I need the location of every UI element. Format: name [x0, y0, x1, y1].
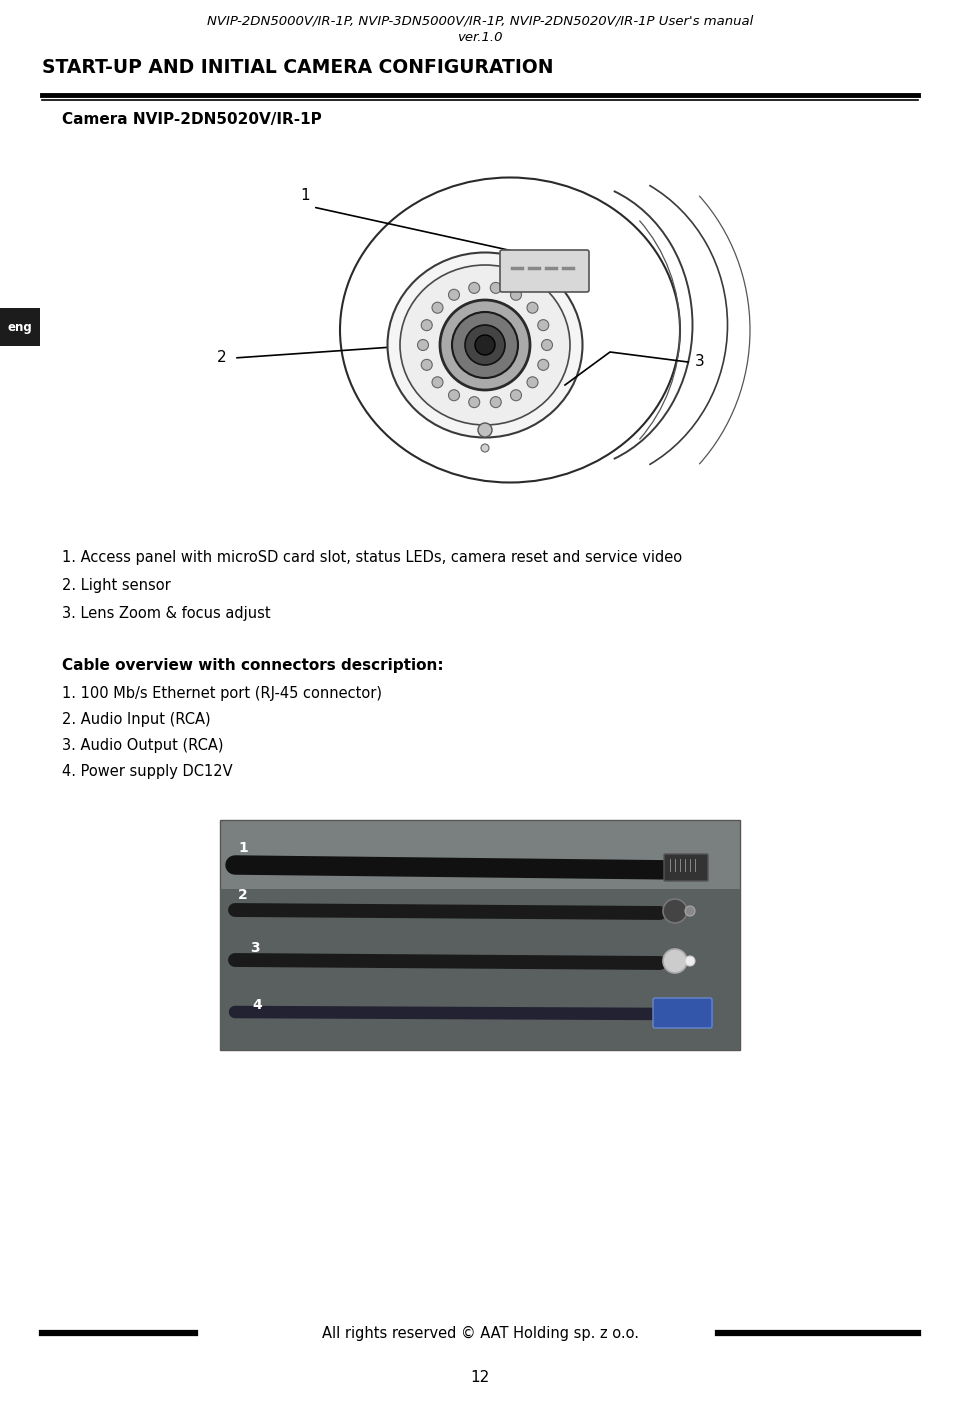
- Circle shape: [421, 320, 432, 330]
- Circle shape: [448, 389, 460, 400]
- Text: NVIP-2DN5000V/IR-1P, NVIP-3DN5000V/IR-1P, NVIP-2DN5020V/IR-1P User's manual: NVIP-2DN5000V/IR-1P, NVIP-3DN5000V/IR-1P…: [206, 14, 754, 27]
- Circle shape: [452, 312, 518, 378]
- Text: 12: 12: [470, 1370, 490, 1385]
- Circle shape: [663, 899, 687, 923]
- Circle shape: [448, 289, 460, 301]
- Text: Cable overview with connectors description:: Cable overview with connectors descripti…: [62, 658, 444, 673]
- Ellipse shape: [340, 177, 680, 482]
- Circle shape: [432, 377, 443, 388]
- Circle shape: [418, 340, 428, 350]
- Ellipse shape: [388, 253, 583, 437]
- Ellipse shape: [400, 266, 570, 424]
- Text: 1. Access panel with microSD card slot, status LEDs, camera reset and service vi: 1. Access panel with microSD card slot, …: [62, 549, 683, 565]
- Circle shape: [511, 289, 521, 301]
- Text: 3. Lens Zoom & focus adjust: 3. Lens Zoom & focus adjust: [62, 606, 271, 621]
- Circle shape: [491, 282, 501, 294]
- FancyBboxPatch shape: [653, 998, 712, 1028]
- Circle shape: [511, 389, 521, 400]
- Text: 4. Power supply DC12V: 4. Power supply DC12V: [62, 764, 232, 778]
- Text: 3: 3: [250, 941, 259, 955]
- Circle shape: [491, 396, 501, 407]
- Text: 2. Light sensor: 2. Light sensor: [62, 577, 171, 593]
- Circle shape: [421, 360, 432, 371]
- Bar: [220, 821, 740, 1050]
- Circle shape: [663, 948, 687, 974]
- Circle shape: [432, 302, 443, 313]
- Text: All rights reserved © AAT Holding sp. z o.o.: All rights reserved © AAT Holding sp. z …: [322, 1325, 638, 1340]
- Bar: [220, 889, 740, 1050]
- Circle shape: [468, 282, 480, 294]
- Text: 2. Audio Input (RCA): 2. Audio Input (RCA): [62, 712, 210, 726]
- FancyBboxPatch shape: [664, 854, 708, 881]
- Text: 4: 4: [252, 998, 262, 1012]
- Circle shape: [527, 377, 538, 388]
- Circle shape: [465, 325, 505, 365]
- Text: eng: eng: [8, 322, 33, 334]
- Text: 1: 1: [300, 187, 310, 202]
- Bar: [0, 308, 40, 346]
- Text: 2: 2: [217, 350, 227, 365]
- Circle shape: [468, 396, 480, 407]
- Circle shape: [475, 334, 495, 355]
- Text: ver.1.0: ver.1.0: [457, 31, 503, 44]
- Circle shape: [685, 906, 695, 916]
- Circle shape: [541, 340, 553, 350]
- FancyBboxPatch shape: [500, 250, 589, 292]
- Text: 1: 1: [238, 842, 248, 856]
- Text: 3: 3: [695, 354, 705, 370]
- Circle shape: [478, 423, 492, 437]
- Text: 1. 100 Mb/s Ethernet port (RJ-45 connector): 1. 100 Mb/s Ethernet port (RJ-45 connect…: [62, 686, 382, 701]
- Text: 3. Audio Output (RCA): 3. Audio Output (RCA): [62, 738, 224, 753]
- Circle shape: [538, 360, 549, 371]
- Circle shape: [538, 320, 549, 330]
- Circle shape: [685, 955, 695, 967]
- Circle shape: [440, 301, 530, 391]
- Circle shape: [481, 444, 489, 452]
- Text: START-UP AND INITIAL CAMERA CONFIGURATION: START-UP AND INITIAL CAMERA CONFIGURATIO…: [42, 58, 554, 77]
- Circle shape: [527, 302, 538, 313]
- Text: Camera NVIP-2DN5020V/IR-1P: Camera NVIP-2DN5020V/IR-1P: [62, 112, 322, 126]
- Text: 2: 2: [238, 888, 248, 902]
